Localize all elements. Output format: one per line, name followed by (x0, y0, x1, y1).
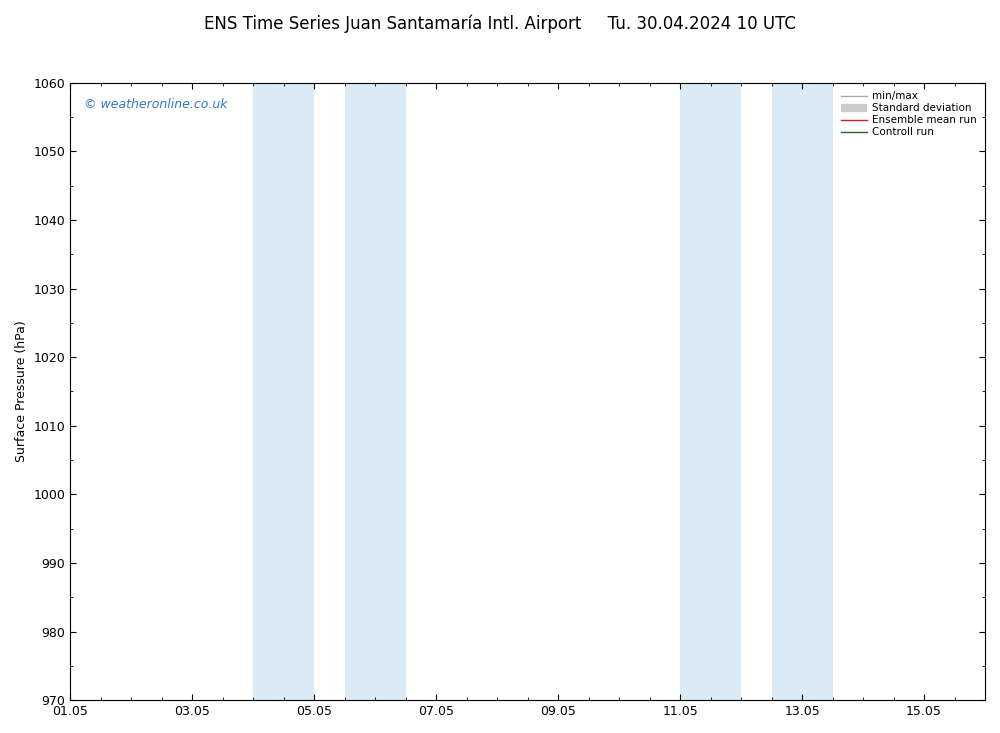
Bar (345, 83, 406, 700)
Bar (253, 83, 314, 700)
Y-axis label: Surface Pressure (hPa): Surface Pressure (hPa) (15, 320, 28, 463)
Bar (772, 83, 833, 700)
Text: © weatheronline.co.uk: © weatheronline.co.uk (84, 98, 228, 111)
Text: ENS Time Series Juan Santamaría Intl. Airport     Tu. 30.04.2024 10 UTC: ENS Time Series Juan Santamaría Intl. Ai… (204, 15, 796, 33)
Legend: min/max, Standard deviation, Ensemble mean run, Controll run: min/max, Standard deviation, Ensemble me… (838, 88, 980, 141)
Bar (680, 83, 741, 700)
